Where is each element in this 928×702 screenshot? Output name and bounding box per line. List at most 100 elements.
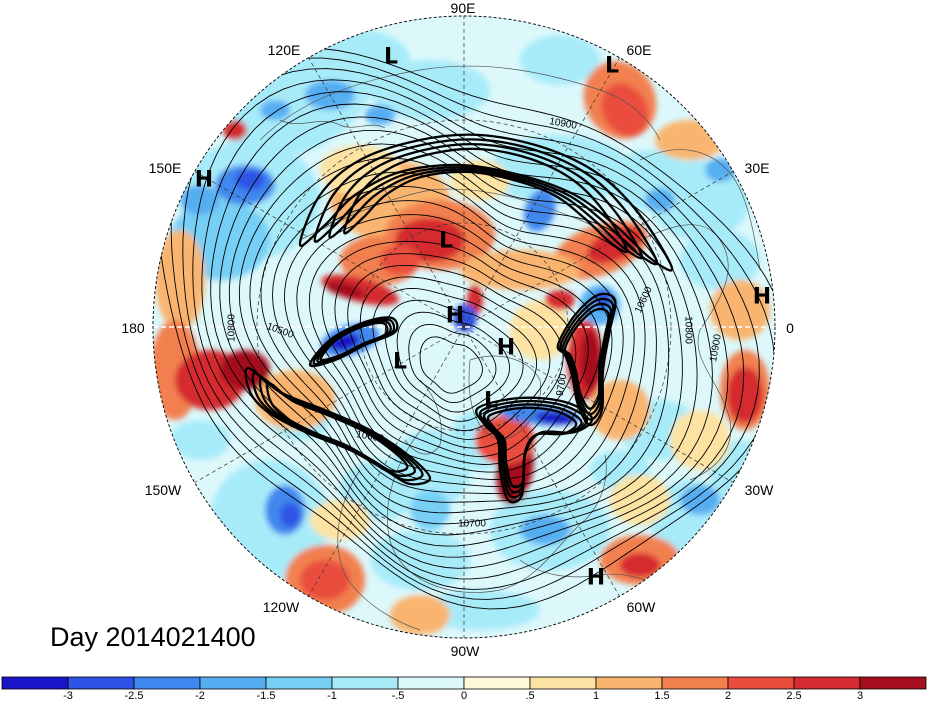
pressure-centers: L L H L H H H L L H	[195, 45, 771, 591]
low-center-marker: L	[484, 389, 498, 414]
lon-label-180: 180	[121, 320, 145, 336]
colorbar: -3 -2.5 -2 -1.5 -1 -.5 0 .5 1 1.5 2 2.5 …	[1, 676, 927, 702]
anomaly-patch	[300, 560, 350, 600]
colorbar-box	[265, 676, 333, 690]
anomaly-patch	[170, 420, 230, 460]
anomaly-patch	[655, 120, 725, 160]
coastline	[639, 149, 761, 271]
anomaly-patch	[390, 430, 470, 510]
contour-label: 10900	[708, 333, 724, 363]
colorbar-label: 0	[461, 690, 467, 702]
anomaly-patch	[420, 590, 540, 630]
anomaly-patch	[524, 188, 556, 232]
low-center-marker: L	[439, 229, 453, 254]
height-contour	[210, 103, 713, 558]
anomaly-patch	[670, 410, 730, 470]
colorbar-box	[661, 676, 729, 690]
anomaly-patch	[620, 553, 660, 577]
lon-label-90w: 90W	[451, 643, 481, 659]
low-center-marker: L	[393, 350, 407, 375]
high-center-marker: H	[446, 304, 464, 329]
colorbar-label: 2.5	[786, 690, 801, 702]
anomaly-patch	[610, 475, 670, 525]
anomaly-patch	[710, 280, 770, 340]
height-contour	[419, 336, 483, 394]
colorbar-box	[595, 676, 663, 690]
height-contours	[157, 47, 775, 610]
jet-contours	[244, 133, 674, 504]
jet-contour	[319, 321, 389, 362]
jet-contour	[251, 371, 424, 482]
lon-label-120w: 120W	[263, 599, 300, 615]
anomaly-patch	[155, 230, 205, 330]
jet-contour	[266, 381, 409, 473]
anomaly-patch	[645, 188, 675, 212]
colorbar-box	[397, 676, 465, 690]
lon-label-30w: 30W	[745, 482, 775, 498]
meridian-120w	[308, 326, 465, 597]
contour-label: 10900	[548, 116, 578, 132]
jet-contour	[559, 297, 615, 421]
colorbar-label: 2	[725, 690, 731, 702]
colorbar-label: -3	[63, 690, 73, 702]
coastlines	[259, 65, 761, 631]
contour-label: 10600	[355, 429, 385, 445]
jet-contour	[563, 307, 610, 410]
lon-label-150e: 150E	[149, 160, 182, 176]
meridian-60e	[463, 57, 620, 328]
height-contour	[260, 171, 646, 503]
height-contour	[321, 240, 589, 465]
height-contour	[396, 311, 510, 413]
anomaly-patch	[180, 185, 220, 215]
anomaly-patch	[370, 530, 470, 590]
lon-label-120e: 120E	[268, 42, 301, 58]
anomaly-patch	[365, 105, 395, 125]
height-contour	[170, 57, 775, 600]
anomaly-patch	[460, 250, 580, 290]
anomaly-patch	[380, 245, 420, 275]
lon-label-60e: 60E	[627, 42, 652, 58]
colorbar-box	[463, 676, 531, 690]
colorbar-label: 1	[593, 690, 599, 702]
anomaly-patch	[510, 300, 570, 360]
colorbar-box	[529, 676, 597, 690]
colorbar-label: -.5	[392, 690, 405, 702]
anomaly-patch	[325, 281, 365, 299]
longitude-labels: 90E 120E 60E 150E 30E 180 0 150W 30W 120…	[121, 0, 794, 659]
colorbar-box	[793, 676, 861, 690]
meridian-30e	[463, 171, 734, 328]
anomaly-patch	[680, 485, 720, 515]
jet-contour	[561, 302, 613, 416]
lon-label-150w: 150W	[145, 482, 182, 498]
jet-contour	[258, 376, 417, 477]
anomaly-patch	[705, 158, 735, 182]
height-contour	[201, 91, 729, 569]
colorbar-label: 3	[857, 690, 863, 702]
lon-label-0: 0	[786, 320, 794, 336]
meridian-150w	[194, 326, 465, 483]
contour-label: 10700	[458, 519, 486, 530]
lon-label-30e: 30E	[745, 160, 770, 176]
meridian-60w	[463, 326, 620, 597]
low-center-marker: L	[384, 45, 398, 70]
colorbar-box	[859, 676, 927, 690]
colorbar-label: -1.5	[257, 690, 276, 702]
height-contour	[408, 323, 497, 404]
colorbar-label: 1.5	[654, 690, 669, 702]
plot-title: Day 2014021400	[50, 622, 256, 652]
colorbar-box	[67, 676, 135, 690]
colorbar-label: -2.5	[125, 690, 144, 702]
high-center-marker: H	[753, 285, 771, 310]
height-contour	[284, 200, 624, 488]
map-boundary	[152, 15, 776, 639]
anomaly-patch	[580, 330, 600, 390]
colorbar-boxes	[1, 676, 927, 690]
coastline	[279, 119, 386, 129]
jet-contour	[343, 147, 629, 254]
jet-contour	[298, 133, 674, 272]
contour-label: 10800	[683, 316, 694, 344]
colorbar-label: .5	[525, 690, 534, 702]
height-contour	[157, 47, 775, 610]
jet-contour	[313, 138, 659, 266]
